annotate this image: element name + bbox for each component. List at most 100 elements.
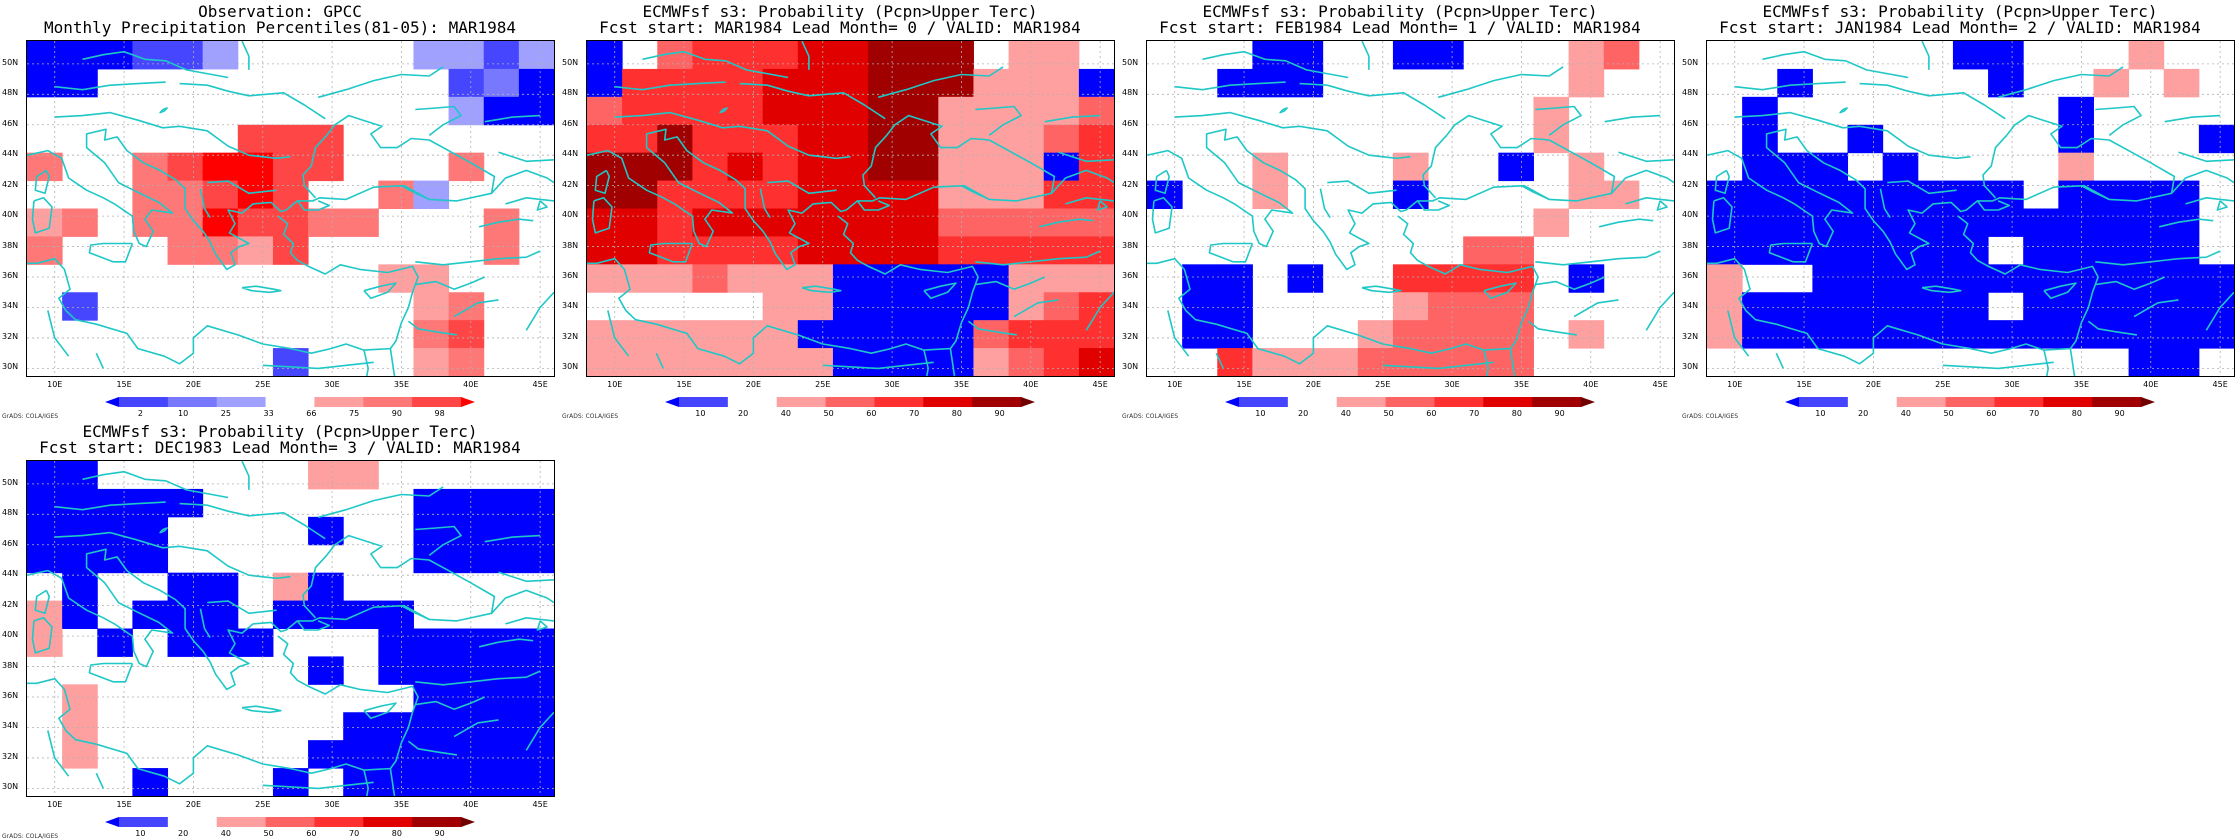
- grid-cell: [132, 152, 169, 182]
- coastline: [505, 197, 554, 205]
- grid-cell: [2093, 320, 2130, 349]
- colorbar-label: 40: [1340, 409, 1351, 418]
- grid-cell: [1498, 236, 1534, 265]
- grid-cell: [2128, 180, 2165, 209]
- colorbar-segment: [1896, 397, 1947, 407]
- lon-label: 20E: [185, 800, 202, 809]
- lat-label: 32N: [562, 331, 579, 341]
- coastline: [525, 711, 554, 751]
- grid-cell: [1043, 320, 1080, 349]
- colorbar-segment: [665, 397, 679, 407]
- grid-cell: [413, 516, 450, 546]
- coastline: [923, 282, 957, 300]
- grid-cell: [167, 41, 204, 70]
- colorbar-label: 2: [137, 409, 143, 418]
- coastline: [207, 180, 277, 195]
- lon-label: 45E: [532, 800, 548, 809]
- colorbar-label: 90: [434, 829, 445, 838]
- grid-cell: [973, 96, 1010, 126]
- grid-cell: [1952, 320, 1989, 349]
- grid-cell: [1952, 180, 1989, 209]
- grid-cell: [518, 488, 554, 518]
- grid-cell: [97, 516, 133, 546]
- grid-cell: [1847, 236, 1884, 265]
- grid-cell: [1182, 320, 1218, 349]
- grid-cell: [413, 264, 450, 293]
- grid-cell: [868, 41, 904, 70]
- grid-cell: [308, 740, 344, 769]
- coastline: [54, 81, 166, 91]
- coastline: [498, 151, 554, 163]
- grid-cell: [2163, 208, 2200, 237]
- colorbar-segment: [1581, 397, 1595, 407]
- grid-cell: [832, 348, 869, 376]
- coastline: [363, 769, 370, 796]
- lat-label: 50N: [562, 57, 579, 67]
- grid-cell: [2128, 264, 2165, 293]
- coastline: [199, 608, 211, 639]
- grid-cell: [1287, 264, 1324, 293]
- coastline: [199, 188, 211, 219]
- map-svg: [587, 41, 1114, 376]
- coastline: [1535, 276, 1606, 290]
- grid-cell: [832, 320, 869, 349]
- coastline: [296, 620, 331, 631]
- coastline: [801, 285, 842, 294]
- lat-label: 48N: [2, 508, 19, 518]
- grid-cell: [448, 41, 485, 70]
- grid-cell: [237, 124, 274, 154]
- grid-cell: [727, 96, 764, 126]
- grads-credit: GrADS: COLA/IGES: [2, 833, 59, 840]
- grid-cell: [2128, 41, 2165, 70]
- grid-cell: [202, 572, 239, 602]
- grid-cell: [1917, 320, 1954, 349]
- grid-cell: [483, 684, 520, 713]
- grid-cell: [903, 208, 939, 237]
- coastline: [415, 250, 541, 266]
- grid-cell: [1707, 320, 1743, 349]
- grid-cell: [938, 348, 974, 376]
- colorbar-label: 10: [178, 409, 189, 418]
- coastline: [363, 702, 397, 720]
- grid-cell: [1008, 180, 1045, 209]
- coastline: [614, 111, 851, 160]
- grid-cell: [272, 348, 309, 376]
- grid-cell: [1463, 320, 1499, 349]
- lon-label: 20E: [1865, 380, 1882, 389]
- coastline: [1527, 320, 1578, 336]
- grid-cell: [727, 208, 764, 237]
- grid-cell: [167, 572, 204, 602]
- grid-cell: [1428, 292, 1464, 321]
- lon-label: 10E: [607, 380, 623, 389]
- colorbar-segment: [363, 817, 413, 827]
- grid-cell: [868, 236, 904, 265]
- grid-cell: [448, 292, 485, 321]
- grid-cell: [692, 152, 729, 182]
- coastline: [1645, 291, 1674, 331]
- grid-cell: [832, 180, 869, 209]
- coastline: [27, 534, 496, 691]
- grid-cell: [657, 124, 693, 154]
- colorbar-segment: [119, 817, 169, 827]
- coastline: [1051, 169, 1114, 194]
- lon-label: 30E: [324, 380, 340, 389]
- coastline: [1535, 250, 1661, 266]
- coastline: [1058, 151, 1114, 163]
- grid-cell: [413, 488, 450, 518]
- colorbar-segment: [727, 397, 778, 407]
- grid-cell: [413, 628, 450, 657]
- lon-label: 20E: [185, 380, 202, 389]
- graticule: [27, 461, 554, 796]
- coastline: [536, 200, 548, 211]
- grid-cell: [1043, 292, 1080, 321]
- grid-cell: [1533, 208, 1570, 237]
- panel-subtitle: Fcst start: DEC1983 Lead Month= 3 / VALI…: [39, 438, 521, 457]
- coastline: [2043, 349, 2050, 376]
- colorbar-segment: [119, 397, 169, 407]
- coastline: [491, 589, 554, 614]
- coastline: [1038, 218, 1094, 228]
- grid-cell: [1357, 320, 1394, 349]
- grid-cell: [797, 180, 834, 209]
- coastline: [484, 534, 541, 543]
- grid-cell: [797, 96, 834, 126]
